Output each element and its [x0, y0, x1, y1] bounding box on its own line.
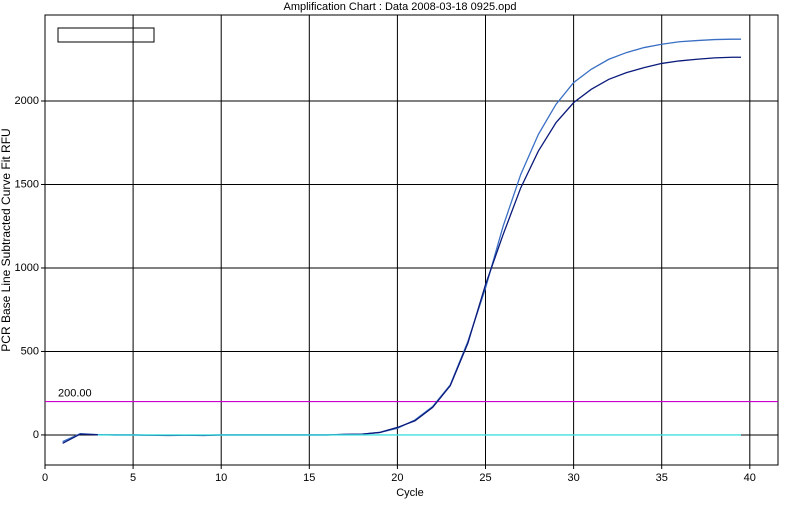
y-tick-label: 2000 [15, 95, 39, 107]
x-tick-label: 30 [567, 472, 579, 484]
x-tick-label: 35 [656, 472, 668, 484]
plot-border [44, 14, 779, 466]
x-tick-label: 15 [303, 472, 315, 484]
x-tick-label: 10 [215, 472, 227, 484]
legend-box [57, 27, 155, 43]
y-tick-label: 0 [33, 429, 39, 441]
y-tick-label: 1000 [15, 262, 39, 274]
y-axis-label: PCR Base Line Subtracted Curve Fit RFU [0, 128, 13, 351]
chart-title: Amplification Chart : Data 2008-03-18 09… [284, 1, 517, 13]
x-tick-label: 25 [479, 472, 491, 484]
x-tick-label: 20 [391, 472, 403, 484]
series-line [62, 56, 741, 444]
y-tick-label: 1500 [15, 178, 39, 190]
x-tick-label: 40 [744, 472, 756, 484]
x-tick-label: 0 [42, 472, 48, 484]
x-axis-label: Cycle [396, 487, 424, 499]
series-line [62, 38, 741, 443]
threshold-label: 200.00 [58, 387, 92, 399]
x-tick-label: 5 [130, 472, 136, 484]
y-tick-label: 500 [21, 345, 39, 357]
